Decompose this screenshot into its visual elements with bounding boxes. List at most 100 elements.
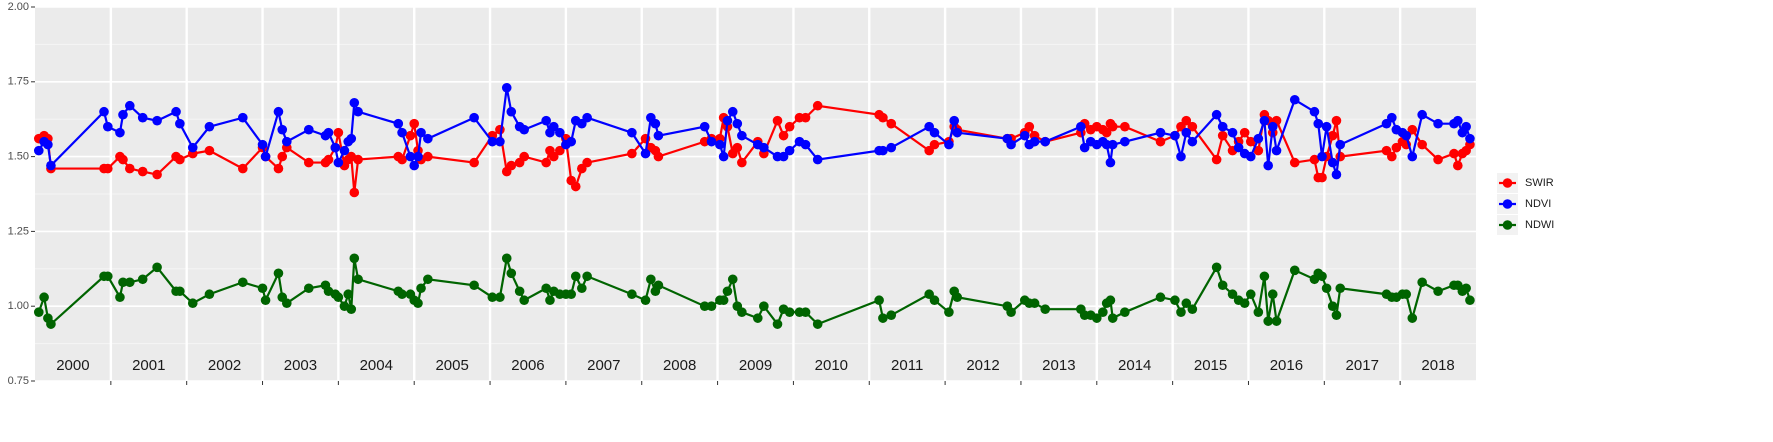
series bbox=[33, 253, 1475, 329]
point bbox=[1245, 289, 1256, 300]
point bbox=[333, 157, 344, 168]
point bbox=[323, 127, 334, 138]
point bbox=[1029, 136, 1040, 147]
point bbox=[99, 106, 109, 117]
x-tick-label: 2012 bbox=[966, 357, 999, 374]
point bbox=[1321, 283, 1332, 294]
point bbox=[1181, 115, 1192, 126]
x-tick-label: 2015 bbox=[1194, 357, 1227, 374]
x-tick-label: 2002 bbox=[208, 357, 241, 374]
point bbox=[506, 268, 517, 279]
point bbox=[944, 307, 954, 317]
point bbox=[706, 136, 717, 147]
point bbox=[125, 100, 135, 111]
point bbox=[699, 121, 710, 132]
point bbox=[1155, 127, 1166, 138]
point bbox=[545, 295, 555, 306]
point bbox=[281, 136, 292, 147]
point bbox=[1407, 151, 1418, 162]
point bbox=[137, 166, 148, 177]
point bbox=[1120, 121, 1130, 132]
point bbox=[715, 139, 725, 150]
point bbox=[1176, 151, 1186, 162]
point bbox=[260, 295, 271, 306]
point bbox=[541, 283, 551, 294]
point bbox=[343, 289, 354, 300]
point bbox=[257, 139, 268, 150]
y-tick-label: 1.00 bbox=[8, 300, 29, 312]
point bbox=[1253, 307, 1264, 317]
point bbox=[886, 142, 897, 153]
point bbox=[778, 151, 789, 162]
point bbox=[238, 163, 248, 174]
point bbox=[737, 130, 747, 141]
point bbox=[1098, 307, 1108, 317]
point bbox=[1313, 118, 1324, 129]
point bbox=[653, 280, 664, 291]
point bbox=[1267, 121, 1278, 132]
point bbox=[519, 124, 529, 135]
point bbox=[1401, 289, 1412, 300]
point bbox=[238, 112, 248, 123]
point bbox=[541, 157, 551, 168]
point bbox=[1461, 121, 1471, 132]
point bbox=[1024, 121, 1035, 132]
point bbox=[582, 112, 592, 123]
point bbox=[1407, 124, 1418, 135]
point bbox=[722, 286, 733, 297]
point bbox=[653, 130, 664, 141]
point bbox=[103, 163, 113, 174]
point bbox=[1187, 304, 1198, 314]
point bbox=[1040, 136, 1051, 147]
point bbox=[772, 319, 783, 329]
point bbox=[501, 253, 512, 264]
point bbox=[1259, 115, 1270, 126]
point bbox=[137, 112, 148, 123]
point bbox=[33, 145, 44, 156]
point bbox=[397, 154, 407, 165]
point bbox=[784, 145, 795, 156]
point bbox=[800, 307, 811, 317]
point bbox=[800, 139, 811, 150]
point bbox=[1331, 169, 1342, 180]
point bbox=[1040, 304, 1051, 314]
point bbox=[353, 154, 363, 165]
point bbox=[257, 283, 268, 294]
point bbox=[582, 157, 592, 168]
point bbox=[1187, 121, 1198, 132]
point bbox=[423, 151, 433, 162]
point bbox=[653, 151, 664, 162]
y-tick-label: 2.00 bbox=[8, 1, 29, 13]
point bbox=[1461, 283, 1471, 294]
point bbox=[1452, 115, 1463, 126]
point bbox=[1417, 139, 1427, 150]
point bbox=[718, 295, 729, 306]
point bbox=[952, 127, 963, 138]
point bbox=[1211, 262, 1222, 273]
point bbox=[1309, 154, 1320, 165]
x-tick-label: 2014 bbox=[1118, 357, 1151, 374]
point bbox=[1387, 112, 1397, 123]
point bbox=[1217, 130, 1228, 141]
point bbox=[778, 130, 789, 141]
point bbox=[273, 268, 284, 279]
y-tick-label: 1.50 bbox=[8, 151, 29, 163]
point bbox=[413, 298, 423, 309]
point bbox=[929, 127, 940, 138]
point bbox=[1263, 316, 1273, 326]
point bbox=[627, 127, 637, 138]
y-tick-label: 0.75 bbox=[8, 375, 29, 387]
x-tick-label: 2009 bbox=[739, 357, 772, 374]
point bbox=[1006, 139, 1016, 150]
point bbox=[1227, 127, 1238, 138]
point bbox=[118, 109, 128, 120]
point bbox=[944, 139, 954, 150]
point bbox=[1387, 151, 1397, 162]
point bbox=[772, 115, 783, 126]
point bbox=[393, 118, 404, 129]
point bbox=[640, 148, 651, 159]
x-tick-label: 2013 bbox=[1042, 357, 1075, 374]
point bbox=[281, 298, 292, 309]
point bbox=[1076, 121, 1086, 132]
legend-label: NDVI bbox=[1525, 198, 1551, 210]
